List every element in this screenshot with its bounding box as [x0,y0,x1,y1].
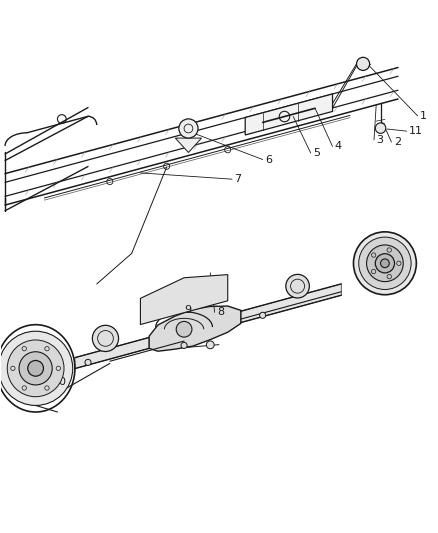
Text: 11: 11 [409,126,423,136]
Circle shape [260,312,266,318]
Polygon shape [361,241,381,279]
Text: 10: 10 [53,377,67,387]
Text: 7: 7 [234,174,241,184]
Circle shape [375,123,386,133]
Circle shape [19,352,52,385]
Circle shape [181,342,187,349]
Circle shape [92,325,119,352]
Circle shape [381,259,389,268]
Circle shape [7,340,64,397]
Text: 8: 8 [217,308,224,317]
Polygon shape [75,337,149,368]
Text: 2: 2 [394,137,401,147]
Circle shape [367,245,403,281]
Circle shape [286,274,309,298]
Text: 4: 4 [335,141,342,151]
Circle shape [179,119,198,138]
Text: 1: 1 [420,111,427,121]
Circle shape [375,254,395,273]
Polygon shape [149,306,241,351]
Circle shape [28,360,43,376]
Text: 9: 9 [184,305,191,315]
Polygon shape [141,274,228,325]
Polygon shape [241,284,341,322]
Polygon shape [245,94,332,135]
Circle shape [85,359,91,366]
Text: 6: 6 [265,155,272,165]
Polygon shape [175,138,201,152]
Circle shape [359,237,411,289]
Circle shape [206,341,214,349]
Circle shape [0,331,73,406]
Circle shape [357,58,370,70]
Circle shape [176,321,192,337]
Text: 3: 3 [376,135,383,145]
Text: 5: 5 [313,148,320,158]
Circle shape [353,232,417,295]
